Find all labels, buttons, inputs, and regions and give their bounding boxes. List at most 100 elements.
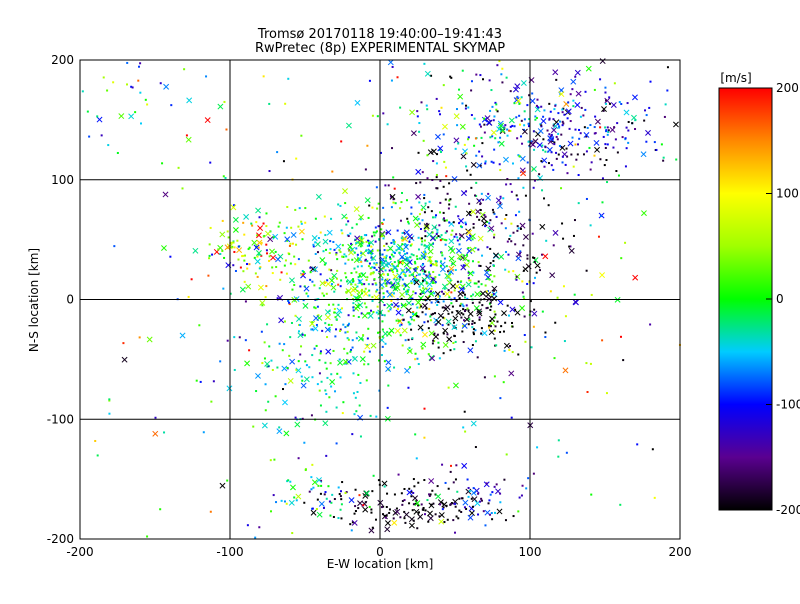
dot-marker [616, 122, 619, 125]
dot-marker [428, 256, 431, 259]
dot-marker [357, 276, 360, 279]
dot-marker [264, 409, 267, 412]
x-marker [360, 250, 366, 257]
dot-marker [453, 289, 456, 292]
dot-marker [413, 485, 416, 488]
dot-marker [374, 518, 377, 521]
dot-marker [517, 353, 520, 356]
dot-marker [289, 242, 292, 245]
dot-marker [431, 342, 434, 345]
dot-marker [233, 368, 236, 371]
dot-marker [558, 126, 561, 129]
x-marker [520, 80, 527, 86]
dot-marker [464, 221, 467, 224]
x-marker [473, 487, 480, 494]
dot-marker [486, 306, 489, 309]
dot-marker [112, 81, 115, 84]
dot-marker [439, 201, 442, 204]
dot-marker [426, 320, 429, 323]
dot-marker [415, 315, 418, 318]
dot-marker [417, 273, 420, 276]
dot-marker [271, 272, 274, 275]
dot-marker [344, 331, 347, 334]
dot-marker [422, 506, 425, 509]
dot-marker [401, 500, 404, 503]
dot-marker [479, 500, 482, 503]
dot-marker [383, 244, 386, 247]
dot-marker [553, 108, 556, 111]
dot-marker [467, 271, 470, 274]
dot-marker [367, 252, 370, 255]
dot-marker [513, 102, 516, 105]
x-marker [465, 210, 472, 217]
dot-marker [341, 307, 344, 310]
dot-marker [593, 132, 596, 135]
dot-marker [405, 244, 408, 247]
dot-marker [330, 283, 333, 286]
dot-marker [301, 269, 304, 272]
dot-marker [303, 441, 306, 444]
dot-marker [343, 253, 346, 256]
dot-marker [116, 151, 119, 154]
dot-marker [518, 102, 521, 105]
dot-marker [556, 138, 559, 141]
dot-marker [379, 274, 382, 277]
dot-marker [381, 320, 384, 323]
dot-marker [543, 165, 546, 168]
dot-marker [399, 106, 402, 109]
x-marker [342, 358, 349, 365]
dot-marker [444, 243, 447, 246]
dot-marker [365, 234, 368, 237]
dot-marker [485, 307, 488, 310]
dot-marker [554, 321, 557, 324]
dot-marker [345, 216, 348, 219]
dot-marker [363, 363, 366, 366]
dot-marker [437, 295, 440, 298]
dot-marker [139, 62, 142, 65]
dot-marker [423, 321, 426, 324]
x-marker [405, 307, 412, 314]
x-marker [488, 329, 495, 336]
x-marker [623, 109, 630, 116]
dot-marker [286, 239, 289, 242]
x-marker [455, 247, 462, 254]
x-marker [441, 283, 448, 290]
dot-marker [106, 89, 109, 92]
dot-marker [443, 287, 446, 290]
dot-marker [351, 521, 354, 524]
dot-marker [224, 176, 227, 179]
x-marker [255, 232, 262, 239]
dot-marker [409, 297, 412, 300]
dot-marker [357, 257, 360, 260]
x-marker [345, 122, 352, 129]
dot-marker [527, 477, 530, 480]
dot-marker [335, 328, 338, 331]
dot-marker [320, 380, 323, 383]
dot-marker [283, 343, 286, 346]
dot-marker [625, 147, 628, 150]
dot-marker [232, 204, 235, 207]
dot-marker [399, 334, 402, 337]
dot-marker [487, 502, 490, 505]
dot-marker [435, 187, 438, 190]
dot-marker [371, 272, 374, 275]
dot-marker [435, 264, 438, 267]
dot-marker [417, 151, 420, 154]
dot-marker [351, 339, 354, 342]
colorbar-tick-label: -100 [776, 398, 800, 412]
x-marker [508, 370, 515, 377]
x-marker [368, 527, 375, 534]
dot-marker [390, 282, 393, 285]
dot-marker [458, 222, 461, 225]
dot-marker [243, 233, 246, 236]
x-marker [255, 250, 262, 256]
dot-marker [602, 135, 605, 138]
x-marker [583, 132, 590, 138]
x-marker [348, 249, 355, 256]
dot-marker [340, 498, 343, 501]
dot-marker [283, 232, 286, 235]
dot-marker [470, 80, 473, 83]
dot-marker [428, 307, 431, 310]
dot-marker [458, 497, 461, 500]
dot-marker [268, 255, 271, 258]
